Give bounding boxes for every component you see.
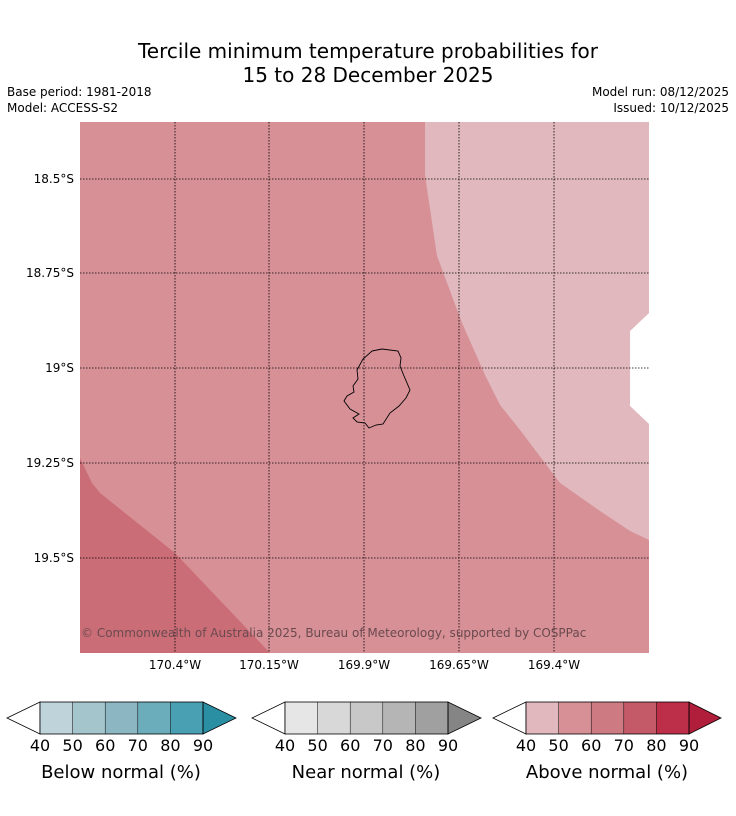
colorbar-below-tick: 70 [127,736,148,755]
base-period: Base period: 1981-2018 [7,85,152,99]
colorbar-above-tick: 80 [646,736,667,755]
lat-label-2: 18.75°S [26,266,74,280]
gridlines [80,122,649,653]
lon-label-4: 169.65°W [429,658,489,672]
colorbar-near-label: Near normal (%) [291,762,441,783]
colorbar-below-seg-4 [137,702,171,734]
colorbar-above-seg-2 [558,702,592,734]
colorbar-below-max-arrow [202,701,237,735]
colorbar-near-tick: 40 [274,736,296,755]
title-line-2: 15 to 28 December 2025 [242,63,494,87]
colorbar-above-tick: 50 [548,736,569,755]
colorbar-near-tick: 60 [340,736,361,755]
colorbar-below-tick: 90 [192,736,214,755]
colorbar-above-seg-5 [656,702,689,734]
colorbar-near-tick: 90 [437,736,459,755]
colorbar-near-seg-4 [382,702,416,734]
model-name: Model: ACCESS-S2 [7,101,119,115]
colorbar-near-seg-5 [415,702,448,734]
issued-date: Issued: 10/12/2025 [613,101,729,115]
lon-label-5: 169.4°W [527,658,581,672]
lat-label-3: 19°S [45,361,74,375]
colorbar-above-seg-4 [623,702,657,734]
colorbar-below-tick: 40 [29,736,51,755]
colorbar-near-min-arrow [251,701,286,735]
colorbar-near-seg-2 [317,702,351,734]
region-no-data [630,313,649,424]
colorbar-above-tick: 70 [613,736,634,755]
meta-right: Model run: 08/12/2025 Issued: 10/12/2025 [592,84,729,116]
colorbar-near-tick: 50 [307,736,328,755]
colorbar-near-seg-1 [285,702,318,734]
lat-label-1: 18.5°S [33,172,74,186]
colorbar-above-frame [525,701,690,735]
region-above-40-50 [425,122,649,540]
colorbar-above-seg-1 [526,702,559,734]
model-run: Model run: 08/12/2025 [591,85,729,99]
lon-label-2: 170.15°W [239,658,299,672]
colorbar-below-seg-3 [105,702,138,734]
colorbar-near-tick: 80 [405,736,426,755]
island-coastline [343,348,411,429]
colorbar-above-seg-3 [591,702,624,734]
colorbar-near-seg-3 [350,702,383,734]
colorbar-above-label: Above normal (%) [525,762,689,783]
colorbar-near-frame [284,701,449,735]
colorbar-below-label: Below normal (%) [41,762,201,783]
colorbar-below-tick: 60 [95,736,116,755]
colorbar-above [492,701,722,735]
title-line-1: Tercile minimum temperature probabilitie… [137,39,599,63]
colorbar-below-frame [39,701,204,735]
colorbar-below-seg-5 [170,702,203,734]
copyright-notice: © Commonwealth of Australia 2025, Bureau… [81,626,587,640]
colorbar-near-tick: 70 [372,736,393,755]
colorbar-above-max-arrow [688,701,722,735]
colorbar-below-tick: 80 [160,736,181,755]
colorbar-above-tick: 60 [581,736,602,755]
colorbar-below-seg-2 [72,702,106,734]
colorbar-below-seg-1 [40,702,73,734]
lon-label-3: 169.9°W [337,658,391,672]
lat-label-4: 19.25°S [26,456,74,470]
colorbar-below-tick: 50 [62,736,83,755]
colorbar-above-tick: 40 [515,736,537,755]
colorbar-below-min-arrow [6,701,41,735]
colorbar-near [251,701,482,735]
colorbar-above-min-arrow [492,701,527,735]
colorbar-below [6,701,237,735]
lat-label-5: 19.5°S [33,551,74,565]
map-panel[interactable] [80,122,649,653]
map-title: Tercile minimum temperature probabilitie… [0,39,736,87]
colorbar-near-max-arrow [447,701,482,735]
meta-left: Base period: 1981-2018 Model: ACCESS-S2 [7,84,152,116]
lon-label-1: 170.4°W [148,658,202,672]
colorbar-above-tick: 90 [678,736,700,755]
